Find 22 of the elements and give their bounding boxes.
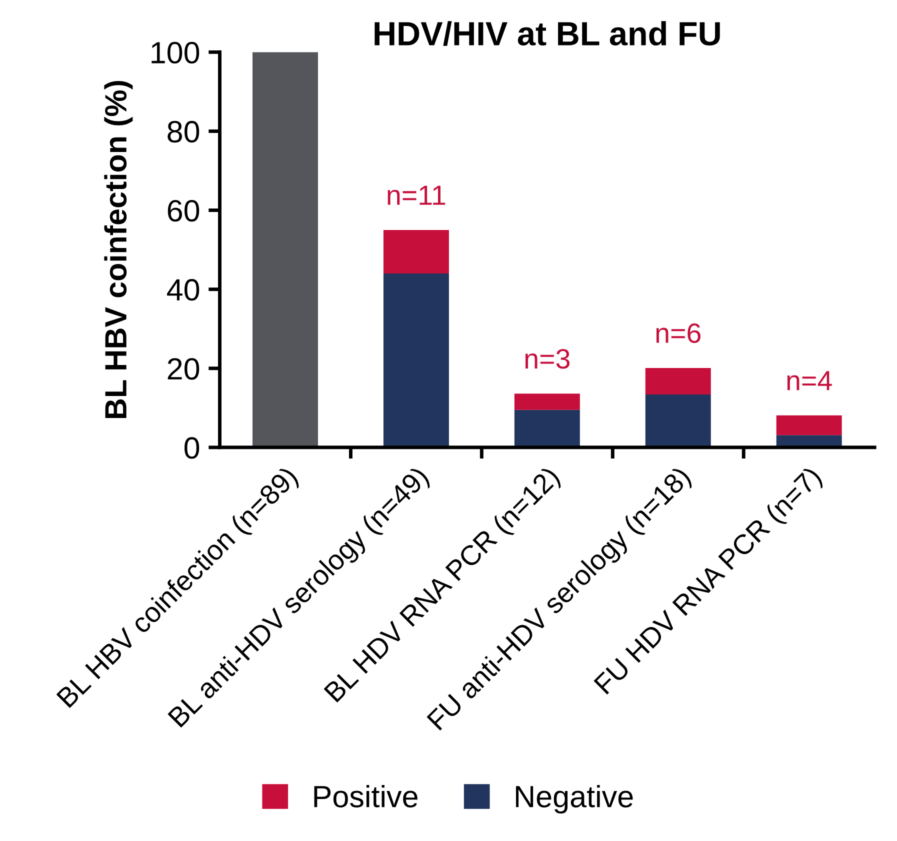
- bar: [383, 230, 449, 274]
- legend-label: Negative: [516, 785, 633, 814]
- y-tick-label: 20: [168, 358, 200, 380]
- annotation: n=11: [388, 186, 446, 205]
- legend-label: Positive: [314, 785, 418, 808]
- y-tick-label: 100: [152, 42, 200, 64]
- chart-title: HDV/HIV at BL and FU: [374, 21, 720, 46]
- y-tick-label: 0: [184, 437, 200, 459]
- bar: [645, 394, 711, 448]
- y-tick-label: 80: [168, 120, 200, 143]
- bar: [514, 410, 580, 448]
- y-tick-label: 40: [167, 279, 200, 301]
- y-axis-title: BL HBV coinfection (%): [104, 80, 133, 418]
- bar: [645, 368, 711, 394]
- bar: [514, 394, 580, 410]
- bar: [383, 273, 449, 448]
- y-tick-label: 60: [168, 200, 200, 222]
- annotation: n=6: [656, 323, 700, 344]
- bar: [776, 415, 842, 436]
- annotation: n=4: [787, 371, 832, 390]
- bar: [252, 52, 318, 448]
- annotation: n=3: [525, 349, 570, 369]
